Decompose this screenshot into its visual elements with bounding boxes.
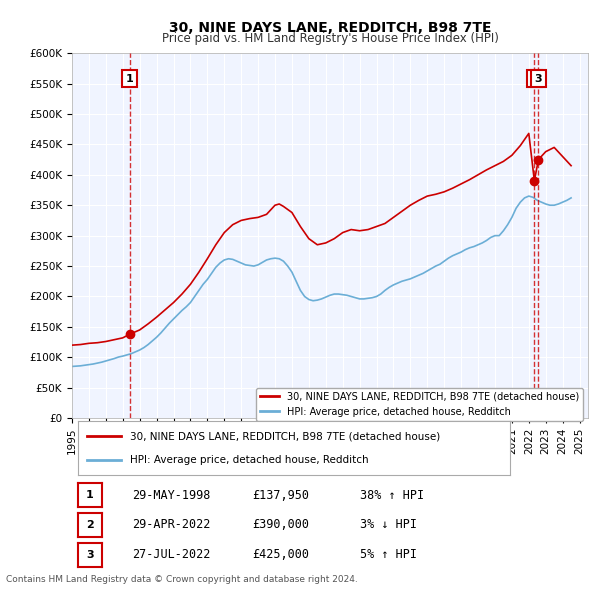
Text: 1: 1 <box>86 490 94 500</box>
Text: £390,000: £390,000 <box>252 519 309 532</box>
Text: £137,950: £137,950 <box>252 489 309 502</box>
Text: 30, NINE DAYS LANE, REDDITCH, B98 7TE: 30, NINE DAYS LANE, REDDITCH, B98 7TE <box>169 21 491 35</box>
Text: Contains HM Land Registry data © Crown copyright and database right 2024.: Contains HM Land Registry data © Crown c… <box>6 575 358 585</box>
Text: 3: 3 <box>535 74 542 84</box>
Text: 30, NINE DAYS LANE, REDDITCH, B98 7TE (detached house): 30, NINE DAYS LANE, REDDITCH, B98 7TE (d… <box>130 431 440 441</box>
Text: £425,000: £425,000 <box>252 548 309 561</box>
Text: Price paid vs. HM Land Registry's House Price Index (HPI): Price paid vs. HM Land Registry's House … <box>161 32 499 45</box>
Text: 38% ↑ HPI: 38% ↑ HPI <box>360 489 424 502</box>
Text: 29-APR-2022: 29-APR-2022 <box>132 519 211 532</box>
Legend: 30, NINE DAYS LANE, REDDITCH, B98 7TE (detached house), HPI: Average price, deta: 30, NINE DAYS LANE, REDDITCH, B98 7TE (d… <box>256 388 583 421</box>
Text: 2: 2 <box>530 74 538 84</box>
Text: HPI: Average price, detached house, Redditch: HPI: Average price, detached house, Redd… <box>130 454 368 464</box>
Text: 29-MAY-1998: 29-MAY-1998 <box>132 489 211 502</box>
Text: 2: 2 <box>86 520 94 530</box>
Text: 1: 1 <box>126 74 134 84</box>
Text: 3% ↓ HPI: 3% ↓ HPI <box>360 519 417 532</box>
Text: 3: 3 <box>86 550 94 560</box>
Text: 5% ↑ HPI: 5% ↑ HPI <box>360 548 417 561</box>
Text: 27-JUL-2022: 27-JUL-2022 <box>132 548 211 561</box>
